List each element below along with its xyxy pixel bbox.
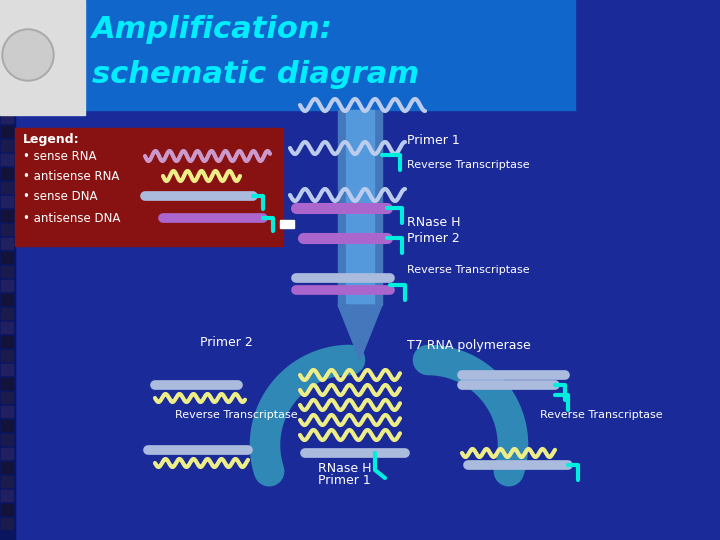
Bar <box>1 84 13 95</box>
Text: • antisense DNA: • antisense DNA <box>23 212 120 225</box>
Bar <box>1 462 13 473</box>
Bar <box>346 110 374 305</box>
Bar <box>338 110 382 305</box>
Bar <box>15 128 283 246</box>
Bar <box>1 518 13 529</box>
Bar <box>1 210 13 221</box>
Bar <box>1 252 13 263</box>
Text: T7 RNA polymerase: T7 RNA polymerase <box>407 339 531 352</box>
Bar <box>280 220 294 228</box>
Bar <box>1 504 13 515</box>
Bar <box>1 98 13 109</box>
Bar <box>1 378 13 389</box>
Bar <box>1 350 13 361</box>
Text: • sense RNA: • sense RNA <box>23 150 96 163</box>
Circle shape <box>4 31 52 79</box>
Text: Reverse Transcriptase: Reverse Transcriptase <box>175 410 297 420</box>
Polygon shape <box>338 305 382 360</box>
Text: Primer 2: Primer 2 <box>200 336 253 349</box>
Bar <box>1 266 13 277</box>
Bar <box>1 182 13 193</box>
Text: RNase H: RNase H <box>407 215 461 228</box>
Bar <box>1 168 13 179</box>
Text: Amplification:: Amplification: <box>92 15 333 44</box>
Bar <box>1 154 13 165</box>
Bar <box>1 308 13 319</box>
Text: Reverse Transcriptase: Reverse Transcriptase <box>407 265 530 275</box>
Bar <box>1 476 13 487</box>
Text: Reverse Transcriptase: Reverse Transcriptase <box>540 410 662 420</box>
Text: • antisense RNA: • antisense RNA <box>23 170 120 183</box>
Text: RNase H: RNase H <box>318 462 372 475</box>
Bar <box>1 42 13 53</box>
Text: • sense DNA: • sense DNA <box>23 190 97 202</box>
Text: schematic diagram: schematic diagram <box>92 60 419 89</box>
Bar <box>1 112 13 123</box>
Bar <box>1 224 13 235</box>
Bar <box>1 70 13 81</box>
Bar <box>1 196 13 207</box>
Bar <box>1 364 13 375</box>
Bar <box>1 238 13 249</box>
Bar <box>1 56 13 67</box>
Bar <box>1 322 13 333</box>
Bar <box>1 126 13 137</box>
Text: Legend:: Legend: <box>23 133 80 146</box>
Bar <box>1 490 13 501</box>
Bar <box>1 406 13 417</box>
Bar <box>1 448 13 459</box>
Bar <box>85 0 575 110</box>
Bar <box>1 14 13 25</box>
Text: Primer 1: Primer 1 <box>318 475 371 488</box>
Bar <box>1 336 13 347</box>
Bar <box>1 434 13 445</box>
Bar <box>0 0 15 540</box>
Bar <box>1 420 13 431</box>
Text: Primer 1: Primer 1 <box>407 133 460 146</box>
Bar <box>1 392 13 403</box>
Bar <box>1 0 13 11</box>
Bar <box>1 280 13 291</box>
Text: Primer 2: Primer 2 <box>407 232 460 245</box>
Bar <box>1 140 13 151</box>
Text: Reverse Transcriptase: Reverse Transcriptase <box>407 160 530 170</box>
Circle shape <box>2 29 54 81</box>
Bar <box>1 294 13 305</box>
Bar <box>0 0 85 115</box>
Bar <box>1 28 13 39</box>
